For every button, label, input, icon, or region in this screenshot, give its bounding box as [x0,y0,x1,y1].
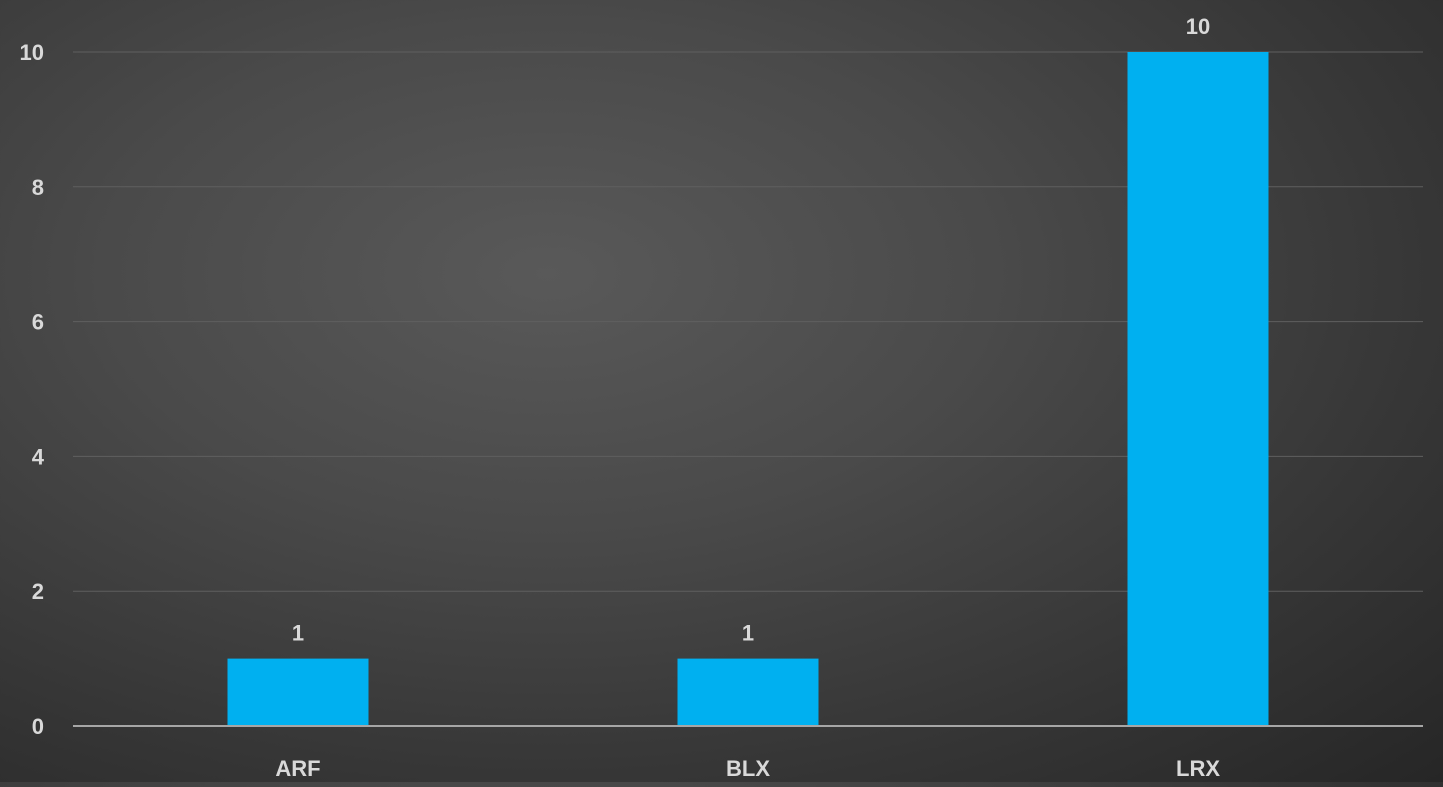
y-tick-label: 4 [32,444,45,469]
data-label-arf: 1 [292,621,304,646]
x-tick-label-arf: ARF [275,756,320,781]
y-tick-label: 10 [20,40,44,65]
bar-lrx [1127,52,1269,726]
x-tick-label-blx: BLX [726,756,770,781]
bars [227,52,1269,726]
y-axis-tick-labels: 0 2 4 6 8 10 [20,40,45,739]
y-tick-label: 8 [32,175,44,200]
data-labels: 1 1 10 [292,14,1210,646]
x-tick-label-lrx: LRX [1176,756,1220,781]
bar-arf [227,658,369,726]
y-tick-label: 2 [32,579,44,604]
y-tick-label: 0 [32,714,44,739]
data-label-blx: 1 [742,621,754,646]
bar-blx [677,658,819,726]
data-label-lrx: 10 [1186,14,1210,39]
x-axis-tick-labels: ARF BLX LRX [275,756,1220,781]
y-tick-label: 6 [32,310,44,335]
